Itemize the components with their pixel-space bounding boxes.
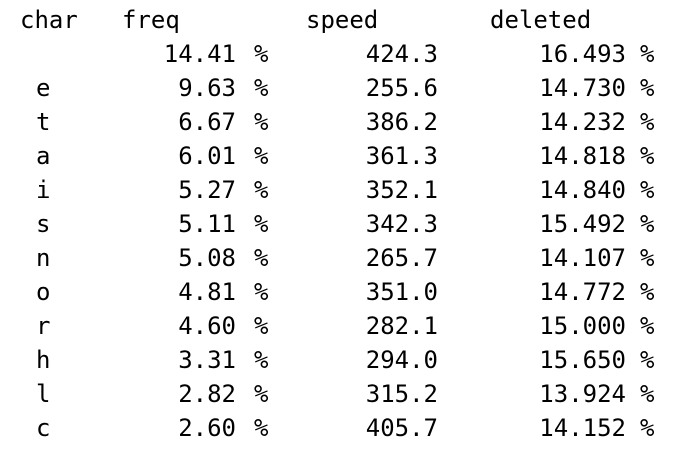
row-deleted-unit: % bbox=[640, 108, 655, 136]
row-freq-unit: % bbox=[254, 380, 269, 408]
row-freq: 5.11 bbox=[178, 210, 236, 238]
row-deleted: 14.107 bbox=[539, 244, 626, 272]
row-freq: 2.82 bbox=[178, 380, 236, 408]
row-deleted-unit: % bbox=[640, 244, 655, 272]
row-freq-unit: % bbox=[254, 414, 269, 442]
row-speed: 405.7 bbox=[365, 414, 438, 442]
table-row: a 6.01% 361.3 14.818% bbox=[0, 139, 684, 173]
row-deleted-unit: % bbox=[640, 312, 655, 340]
table-row: o 4.81% 351.0 14.772% bbox=[0, 275, 684, 309]
row-freq-unit: % bbox=[254, 312, 269, 340]
row-deleted: 14.818 bbox=[539, 142, 626, 170]
table-row: t 6.67% 386.2 14.232% bbox=[0, 105, 684, 139]
row-deleted: 13.924 bbox=[539, 380, 626, 408]
header-deleted: deleted bbox=[490, 6, 592, 34]
row-deleted-unit: % bbox=[640, 176, 655, 204]
row-deleted: 15.492 bbox=[539, 210, 626, 238]
row-freq: 6.01 bbox=[178, 142, 236, 170]
header-speed: speed bbox=[306, 6, 379, 34]
table-row: l 2.82% 315.2 13.924% bbox=[0, 377, 684, 411]
table-row: i 5.27% 352.1 14.840% bbox=[0, 173, 684, 207]
row-deleted: 15.000 bbox=[539, 312, 626, 340]
row-deleted: 14.730 bbox=[539, 74, 626, 102]
row-deleted-unit: % bbox=[640, 142, 655, 170]
row-char: o bbox=[36, 278, 51, 306]
row-speed: 282.1 bbox=[365, 312, 438, 340]
row-freq-unit: % bbox=[254, 278, 269, 306]
row-char: r bbox=[36, 312, 51, 340]
row-deleted: 14.152 bbox=[539, 414, 626, 442]
row-char: l bbox=[36, 380, 51, 408]
row-freq-unit: % bbox=[254, 142, 269, 170]
row-deleted-unit: % bbox=[640, 278, 655, 306]
row-char: c bbox=[36, 414, 51, 442]
row-speed: 294.0 bbox=[365, 346, 438, 374]
row-speed: 351.0 bbox=[365, 278, 438, 306]
row-freq-unit: % bbox=[254, 40, 269, 68]
row-freq-unit: % bbox=[254, 346, 269, 374]
row-deleted: 16.493 bbox=[539, 40, 626, 68]
table-row: r 4.60% 282.1 15.000% bbox=[0, 309, 684, 343]
row-freq-unit: % bbox=[254, 176, 269, 204]
row-char: n bbox=[36, 244, 51, 272]
table-row: e 9.63% 255.6 14.730% bbox=[0, 71, 684, 105]
row-deleted: 14.772 bbox=[539, 278, 626, 306]
row-speed: 424.3 bbox=[365, 40, 438, 68]
row-freq: 14.41 bbox=[163, 40, 236, 68]
row-freq: 3.31 bbox=[178, 346, 236, 374]
row-freq: 9.63 bbox=[178, 74, 236, 102]
row-deleted-unit: % bbox=[640, 210, 655, 238]
header-freq: freq bbox=[122, 6, 180, 34]
table-row: c 2.60% 405.7 14.152% bbox=[0, 411, 684, 445]
row-char: t bbox=[36, 108, 51, 136]
table-row: 14.41% 424.3 16.493% bbox=[0, 37, 684, 71]
row-deleted: 15.650 bbox=[539, 346, 626, 374]
row-speed: 352.1 bbox=[365, 176, 438, 204]
table-row: h 3.31% 294.0 15.650% bbox=[0, 343, 684, 377]
row-freq-unit: % bbox=[254, 210, 269, 238]
row-deleted-unit: % bbox=[640, 40, 655, 68]
row-speed: 386.2 bbox=[365, 108, 438, 136]
row-char: h bbox=[36, 346, 51, 374]
row-freq-unit: % bbox=[254, 108, 269, 136]
row-deleted-unit: % bbox=[640, 414, 655, 442]
clipped-glyph: · bbox=[36, 440, 48, 448]
row-freq: 6.67 bbox=[178, 108, 236, 136]
row-speed: 265.7 bbox=[365, 244, 438, 272]
row-speed: 315.2 bbox=[365, 380, 438, 408]
row-freq: 5.27 bbox=[178, 176, 236, 204]
row-deleted-unit: % bbox=[640, 74, 655, 102]
row-speed: 361.3 bbox=[365, 142, 438, 170]
row-deleted-unit: % bbox=[640, 346, 655, 374]
row-char: i bbox=[36, 176, 51, 204]
row-freq: 4.81 bbox=[178, 278, 236, 306]
row-freq-unit: % bbox=[254, 244, 269, 272]
header-char: char bbox=[20, 6, 78, 34]
row-freq: 4.60 bbox=[178, 312, 236, 340]
row-freq: 2.60 bbox=[178, 414, 236, 442]
table-row: n 5.08% 265.7 14.107% bbox=[0, 241, 684, 275]
row-speed: 255.6 bbox=[365, 74, 438, 102]
row-freq: 5.08 bbox=[178, 244, 236, 272]
row-deleted-unit: % bbox=[640, 380, 655, 408]
row-char: e bbox=[36, 74, 51, 102]
row-deleted: 14.840 bbox=[539, 176, 626, 204]
table-header: char freq speed deleted bbox=[0, 3, 684, 37]
row-char: a bbox=[36, 142, 51, 170]
row-speed: 342.3 bbox=[365, 210, 438, 238]
row-char: s bbox=[36, 210, 51, 238]
row-deleted: 14.232 bbox=[539, 108, 626, 136]
row-freq-unit: % bbox=[254, 74, 269, 102]
clipped-next-row: · bbox=[36, 440, 48, 448]
table-row: s 5.11% 342.3 15.492% bbox=[0, 207, 684, 241]
